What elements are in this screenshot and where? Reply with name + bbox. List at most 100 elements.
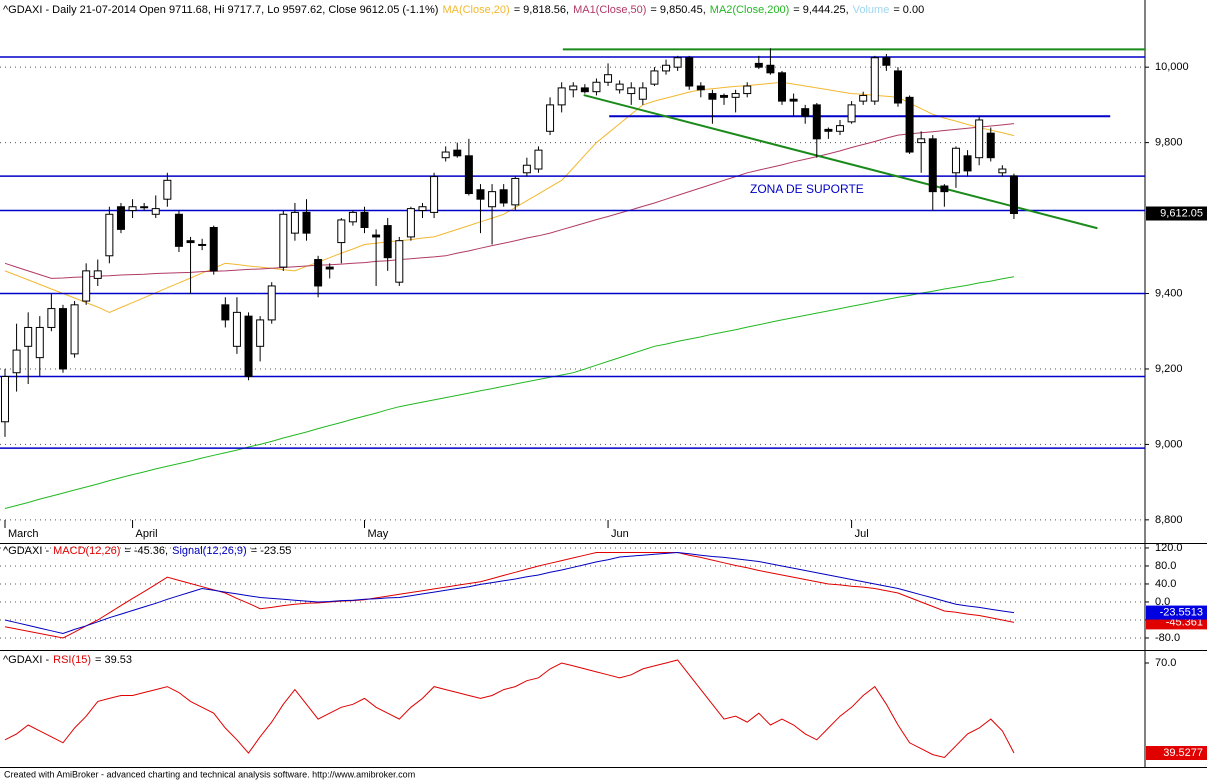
legend-name: Volume [853, 4, 890, 16]
legend-name: RSI(15) [53, 654, 91, 666]
candle-body [801, 108, 810, 117]
legend-value: = 9,850.45, [650, 4, 705, 16]
indicator-line [4, 659, 1015, 759]
last-value-label: -23.5513 [1160, 606, 1203, 618]
candle-body [302, 211, 311, 234]
indicator-line [4, 123, 1015, 279]
plot-area [0, 48, 1145, 521]
candle-body [12, 349, 21, 374]
candle-body [116, 206, 125, 230]
candle-body [662, 64, 671, 72]
y-tick-label: 120.0 [1155, 542, 1183, 554]
candle-body [847, 104, 856, 123]
candle-body [835, 125, 844, 132]
y-tick-label: 70.0 [1155, 657, 1176, 669]
candle-body [685, 57, 694, 87]
candle-body [638, 87, 647, 100]
candle-body [140, 206, 149, 209]
candle-body [128, 206, 137, 212]
candle-body [986, 132, 995, 159]
last-price-label: 9,612.05 [1160, 207, 1203, 219]
candle-body [360, 211, 369, 228]
candle-body [789, 98, 798, 102]
candle-body [383, 225, 392, 259]
candle-body [650, 70, 659, 85]
indicator-line [4, 552, 1015, 639]
last-price-box [1146, 206, 1207, 221]
candle-body [778, 72, 787, 102]
candle-body [824, 128, 833, 132]
candle-body [627, 87, 636, 95]
header-title: ^GDAXI - Daily 21-07-2014 Open 9711.68, … [3, 4, 438, 16]
candle-body [859, 94, 868, 102]
y-tick-label: 9,800 [1155, 137, 1183, 149]
candle-body [882, 57, 891, 66]
candle-body [488, 191, 497, 208]
legend-name: MA1(Close,50) [573, 4, 646, 16]
candle-body [557, 87, 566, 106]
legend-name: MA2(Close,200) [710, 4, 789, 16]
x-tick-label: March [8, 528, 39, 540]
candle-body [430, 176, 439, 213]
candle-body [696, 85, 705, 91]
candle-body [372, 234, 381, 238]
candle-body [70, 304, 79, 355]
candle-body [812, 104, 821, 140]
x-tick-label: Jul [855, 528, 869, 540]
candle-body [951, 147, 960, 174]
candle-body [441, 151, 450, 159]
candle-body [406, 208, 415, 238]
legend-value: = 39.53 [95, 654, 132, 666]
candle-body [24, 326, 33, 347]
candle-body [267, 285, 276, 321]
candle-body [731, 93, 740, 98]
candle-body [82, 270, 91, 302]
candle-body [163, 179, 172, 200]
candle-body [453, 149, 462, 157]
panel-header: ^GDAXI - Daily 21-07-2014 Open 9711.68, … [3, 4, 924, 16]
last-value-box [1146, 605, 1207, 620]
plot-area [4, 659, 1015, 759]
candle-body [743, 85, 752, 95]
candle-body [0, 375, 9, 423]
legend-name: MACD(12,26) [53, 545, 120, 557]
candle-body [604, 74, 613, 83]
candle-body [511, 177, 520, 206]
candle-body [708, 93, 717, 100]
candle-body [395, 240, 404, 283]
candle-body [476, 189, 485, 200]
candle-body [893, 70, 902, 104]
candle-body [337, 219, 346, 244]
legend-name: MA(Close,20) [442, 4, 509, 16]
candle-body [928, 138, 937, 193]
candle-body [963, 155, 972, 172]
candle-body [917, 138, 926, 144]
panel-header: ^GDAXI - RSI(15) = 39.53 [3, 654, 132, 666]
legend-name: Signal(12,26,9) [172, 545, 247, 557]
candle-body [186, 240, 195, 244]
candle-body [720, 94, 729, 98]
y-tick-label: 0.0 [1155, 596, 1170, 608]
header-title: ^GDAXI - [3, 545, 49, 557]
y-tick-label: -80.0 [1155, 632, 1180, 644]
candle-body [534, 149, 543, 170]
candle-body [975, 119, 984, 159]
candle-body [209, 226, 218, 272]
legend-value: = 9,818.56, [514, 4, 569, 16]
y-tick-label: 8,800 [1155, 514, 1183, 526]
candle-body [314, 259, 323, 287]
candle-body [546, 104, 555, 132]
candle-body [615, 83, 624, 91]
candle-body [905, 96, 914, 153]
candle-body [105, 213, 114, 257]
candle-body [754, 62, 763, 68]
candle-body [766, 64, 775, 74]
candle-body [522, 164, 531, 174]
y-tick-label: 10,000 [1155, 61, 1189, 73]
candle-body [35, 326, 44, 359]
y-tick-label: 9,000 [1155, 438, 1183, 450]
candle-body [198, 243, 207, 246]
legend-value: = 9,444.25, [793, 4, 848, 16]
candle-body [464, 155, 473, 195]
